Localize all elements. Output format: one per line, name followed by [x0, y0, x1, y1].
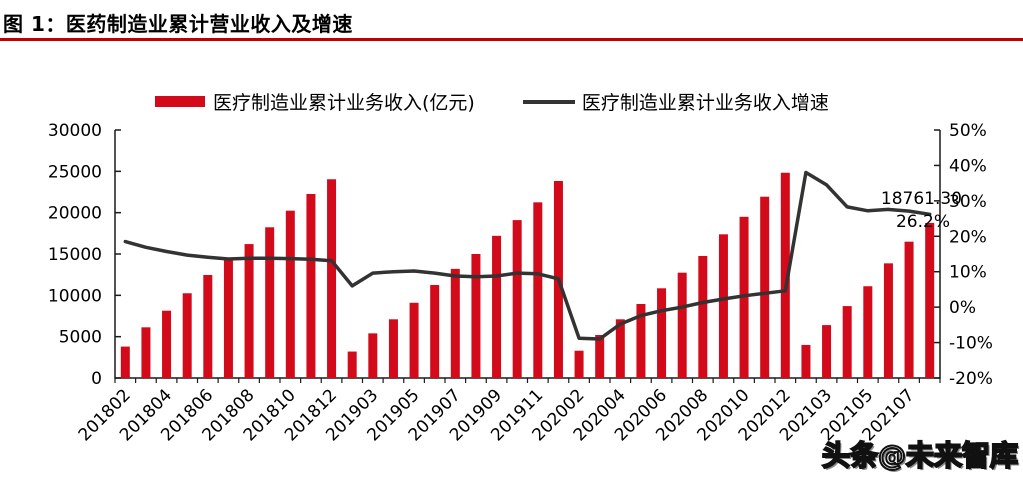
revenue-bar: [244, 244, 254, 378]
revenue-bar: [388, 319, 398, 378]
revenue-bar: [842, 306, 852, 378]
revenue-bar: [265, 227, 275, 378]
revenue-bar: [182, 293, 192, 378]
title-rule: [0, 38, 1023, 41]
revenue-bar: [760, 196, 770, 378]
revenue-bar: [925, 222, 935, 378]
revenue-bar: [574, 350, 584, 378]
revenue-bar: [471, 254, 481, 378]
revenue-bar: [883, 263, 893, 378]
y-right-tick-label: 50%: [949, 121, 987, 141]
last-bar-value-annotation: 18761.30: [880, 189, 962, 209]
y-left-tick-label: 25000: [48, 162, 102, 182]
revenue-bar: [801, 344, 811, 378]
revenue-bar: [657, 288, 667, 378]
revenue-bar: [327, 179, 337, 378]
revenue-bar: [141, 327, 151, 378]
revenue-bar: [512, 220, 522, 378]
y-left-tick-label: 10000: [48, 286, 102, 306]
revenue-bar: [285, 210, 295, 378]
revenue-bar: [430, 285, 440, 378]
legend-item-growth: 医疗制造业累计业务收入增速: [522, 88, 829, 115]
revenue-bar: [203, 274, 213, 378]
y-right-tick-label: 40%: [949, 156, 987, 176]
revenue-bar: [904, 241, 914, 378]
revenue-bar: [718, 234, 728, 378]
y-right-tick-label: -10%: [949, 334, 993, 354]
revenue-bar: [162, 310, 172, 378]
figure-title: 图 1：医药制造业累计营业收入及增速: [3, 12, 353, 36]
y-left-tick-label: 15000: [48, 245, 102, 265]
revenue-bar: [615, 319, 625, 378]
revenue-bar: [780, 172, 790, 378]
revenue-bar: [595, 335, 605, 378]
y-right-tick-label: 30%: [949, 192, 987, 212]
revenue-bar: [698, 255, 708, 378]
bar-swatch-icon: [155, 96, 205, 107]
last-growth-value-annotation: 26.2%: [895, 212, 950, 232]
y-right-tick-label: 20%: [949, 227, 987, 247]
revenue-bar: [306, 193, 316, 378]
y-left-tick-label: 5000: [59, 328, 102, 348]
revenue-bar: [533, 202, 543, 378]
y-right-tick-label: 0%: [949, 298, 976, 318]
revenue-bar: [347, 351, 357, 378]
y-left-tick-label: 0: [91, 369, 102, 389]
y-left-tick-label: 20000: [48, 204, 102, 224]
watermark: 头条@未来智库: [821, 438, 1019, 473]
y-right-tick-label: 10%: [949, 263, 987, 283]
y-left-tick-label: 30000: [48, 121, 102, 141]
revenue-bar: [409, 302, 419, 378]
axis-frame: [114, 130, 941, 379]
revenue-bar: [368, 333, 378, 378]
revenue-bar: [492, 235, 502, 378]
chart-legend: 医疗制造业累计业务收入(亿元) 医疗制造业累计业务收入增速: [155, 88, 829, 115]
legend-growth-label: 医疗制造业累计业务收入增速: [581, 92, 829, 114]
revenue-bar: [450, 268, 460, 378]
revenue-bar: [636, 304, 646, 378]
legend-revenue-label: 医疗制造业累计业务收入(亿元): [213, 92, 475, 114]
legend-item-revenue: 医疗制造业累计业务收入(亿元): [155, 88, 475, 115]
growth-line: [123, 170, 932, 341]
revenue-bar: [863, 286, 873, 378]
revenue-bar: [223, 258, 233, 378]
line-swatch-icon: [522, 99, 575, 104]
revenue-bar: [677, 272, 687, 378]
revenue-bar: [120, 346, 130, 378]
y-right-tick-label: -20%: [949, 369, 993, 389]
revenue-bar: [822, 325, 832, 378]
